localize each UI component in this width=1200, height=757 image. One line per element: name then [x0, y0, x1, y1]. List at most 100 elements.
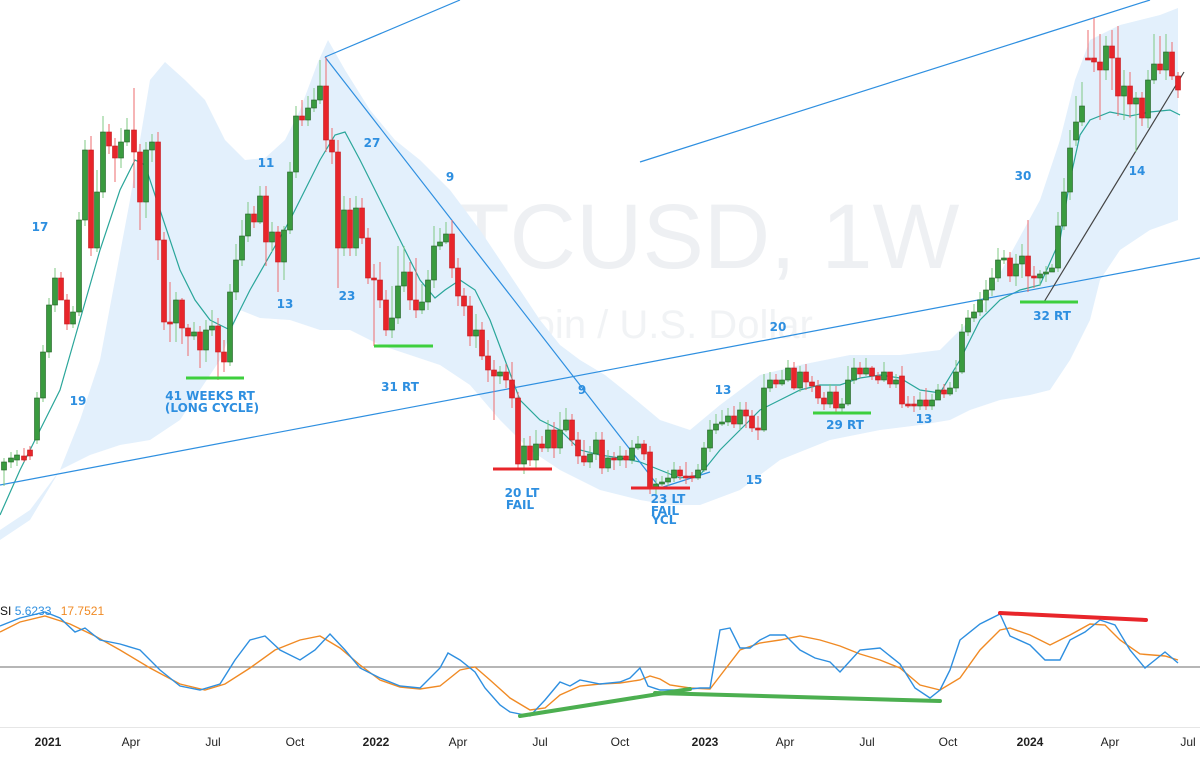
candle [917, 392, 923, 410]
candle [94, 170, 100, 252]
candle [569, 414, 575, 446]
candle [977, 292, 983, 316]
candle [557, 412, 563, 454]
candle [875, 372, 881, 384]
candle [665, 470, 671, 486]
candle [251, 206, 257, 228]
candle [497, 366, 503, 384]
candle [1121, 70, 1127, 120]
candle [353, 196, 359, 256]
candle [293, 106, 299, 178]
candle [911, 396, 917, 412]
candle [623, 450, 629, 468]
cycle-annotation: YCL [651, 513, 677, 527]
cycle-annotation: 17 [32, 220, 49, 234]
divergence-line [653, 691, 942, 703]
candle [755, 416, 761, 440]
candle [839, 398, 845, 412]
trend-line [324, 0, 461, 58]
candle [443, 222, 449, 244]
candle [401, 246, 407, 292]
candle [1169, 42, 1175, 80]
support-resistance-marks [186, 300, 1078, 490]
candle [971, 304, 977, 322]
x-axis: 2021 Apr Jul Oct 2022 Apr Jul Oct 2023 Apr Jul Oct 2… [35, 735, 1196, 749]
candle [1133, 92, 1139, 152]
candle [581, 440, 587, 466]
x-tick-label: Oct [939, 735, 958, 749]
candle [671, 462, 677, 482]
cycle-annotation: 32 RT [1033, 309, 1072, 323]
candle [599, 432, 605, 474]
candle [635, 436, 641, 450]
oscillator-main-line [0, 611, 1179, 717]
oscillator-name: SI [0, 604, 12, 618]
candle [893, 374, 899, 388]
candle [227, 284, 233, 366]
candle [1067, 130, 1073, 200]
candle [929, 394, 935, 410]
candle [257, 186, 263, 224]
candle [58, 272, 64, 301]
candle [905, 396, 911, 408]
x-tick-label: Jul [205, 735, 220, 749]
candle [82, 140, 88, 226]
candle [857, 362, 863, 378]
cycle-annotation: FAIL [651, 504, 680, 518]
trend-line [1043, 71, 1185, 303]
candle [881, 362, 887, 382]
candle [1127, 72, 1133, 118]
candle [317, 60, 323, 104]
candlesticks [1, 18, 1181, 494]
candle [46, 298, 52, 358]
candle [743, 402, 749, 428]
candle [8, 452, 14, 468]
candle [413, 258, 419, 318]
candle [371, 264, 377, 346]
candle [1091, 18, 1097, 72]
time-axis-bar[interactable] [0, 727, 1200, 757]
candle [779, 370, 785, 386]
candle [773, 374, 779, 388]
candle [197, 326, 203, 368]
candle [689, 472, 695, 482]
x-tick-label: Oct [611, 735, 630, 749]
candle [27, 446, 33, 460]
cycle-annotations: 17 19 11 13 27 9 23 31 RT 9 13 20 15 29 RT 13 30 14 32 R… [32, 136, 1146, 527]
candle [1073, 96, 1079, 146]
candle [845, 366, 851, 406]
candle [989, 268, 995, 296]
candle [155, 132, 161, 260]
candle [64, 294, 70, 330]
candle [425, 270, 431, 310]
candle [100, 116, 106, 198]
candle [821, 392, 827, 410]
candle [455, 258, 461, 306]
candle [935, 384, 941, 401]
candle [983, 280, 989, 312]
candle [611, 452, 617, 470]
candle [167, 282, 173, 342]
cycle-annotation: 20 [770, 320, 787, 334]
candle [509, 362, 515, 408]
candle [1115, 26, 1121, 116]
candle [377, 262, 383, 308]
candle [407, 262, 413, 310]
candle [545, 420, 551, 452]
candle [815, 380, 821, 404]
candle [965, 310, 971, 336]
candle [323, 57, 329, 152]
candle [1, 458, 7, 486]
candle [959, 324, 965, 374]
candle [305, 96, 311, 126]
candle [221, 340, 227, 372]
candle [473, 314, 479, 348]
candle [1163, 34, 1169, 80]
cycle-annotation: 11 [258, 156, 275, 170]
candle [161, 232, 167, 330]
candle [1175, 72, 1181, 98]
cycle-annotation: 19 [70, 394, 87, 408]
candle [785, 360, 791, 382]
candle [761, 374, 767, 432]
